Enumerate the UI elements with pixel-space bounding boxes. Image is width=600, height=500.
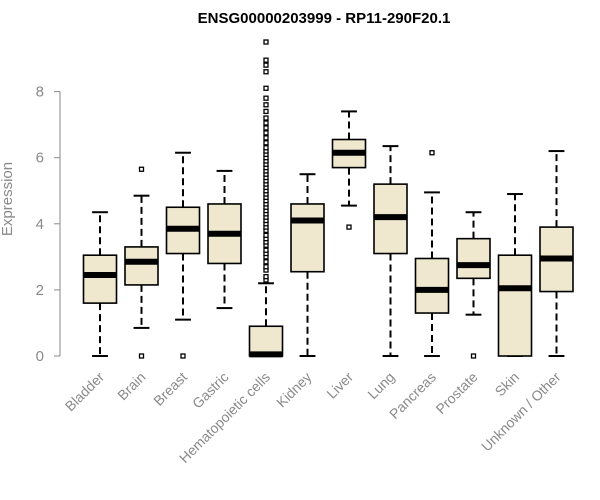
box-breast [165, 151, 201, 359]
y-axis: 0 2 4 6 8 [36, 84, 61, 365]
outlier-point [263, 62, 269, 68]
outlier-point [263, 39, 269, 45]
box-bladder [82, 211, 118, 357]
outlier-point [263, 95, 269, 101]
box-plots [82, 39, 574, 359]
outlier-point [263, 85, 269, 91]
outlier-point [263, 232, 269, 239]
box-unknown-other [539, 150, 574, 357]
box-hematopoietic-cells [248, 39, 284, 358]
x-tick-label-brain: Brain [114, 369, 148, 403]
outlier-point [138, 353, 145, 359]
box-iqr [456, 237, 491, 280]
box-kidney [290, 173, 325, 357]
outlier-point [263, 115, 269, 121]
x-tick-label-prostate: Prostate [432, 369, 480, 417]
box-iqr [290, 203, 325, 273]
box-brain [124, 166, 159, 359]
outlier-point [263, 274, 269, 280]
x-tick-label-bladder: Bladder [62, 369, 108, 415]
box-iqr [497, 254, 533, 357]
y-tick-label-6: 6 [36, 150, 44, 167]
box-prostate [456, 211, 491, 359]
outlier-point [263, 140, 269, 146]
y-tick-label-8: 8 [36, 84, 44, 101]
y-axis-label: Expression [0, 162, 16, 236]
box-gastric [207, 169, 242, 310]
outlier-point [263, 69, 269, 75]
outlier-point [346, 224, 352, 230]
outlier-point [263, 259, 269, 265]
y-tick-label-2: 2 [36, 282, 44, 299]
outlier-point [263, 125, 269, 131]
outlier-point [470, 353, 477, 359]
outlier-point [263, 120, 269, 126]
y-tick-label-4: 4 [36, 216, 44, 233]
outlier-point [263, 247, 269, 253]
outlier-point [263, 102, 269, 108]
outlier-point [138, 166, 145, 172]
x-tick-label-liver: Liver [323, 369, 356, 402]
outlier-point [180, 353, 186, 359]
outlier-point [263, 57, 269, 63]
outlier-point [429, 150, 435, 156]
box-iqr [414, 257, 450, 314]
box-iqr [248, 325, 284, 357]
box-pancreas [414, 150, 450, 357]
outlier-point [263, 130, 269, 136]
box-skin [497, 193, 533, 357]
x-tick-label-breast: Breast [150, 369, 190, 409]
x-tick-label-skin: Skin [492, 369, 523, 400]
box-liver [331, 110, 367, 230]
x-tick-label-kidney: Kidney [273, 369, 315, 411]
x-tick-label-lung: Lung [364, 369, 397, 402]
x-tick-label-unknown-other: Unknown / Other [478, 369, 564, 455]
outlier-point [263, 264, 269, 270]
box-iqr [124, 246, 159, 286]
box-iqr [82, 254, 118, 304]
box-lung [373, 145, 408, 357]
y-tick-label-0: 0 [36, 348, 44, 365]
outlier-point [263, 145, 269, 151]
outlier-point [263, 108, 269, 115]
outlier-point [263, 135, 269, 141]
chart-title: ENSG00000203999 - RP11-290F20.1 [198, 10, 451, 27]
